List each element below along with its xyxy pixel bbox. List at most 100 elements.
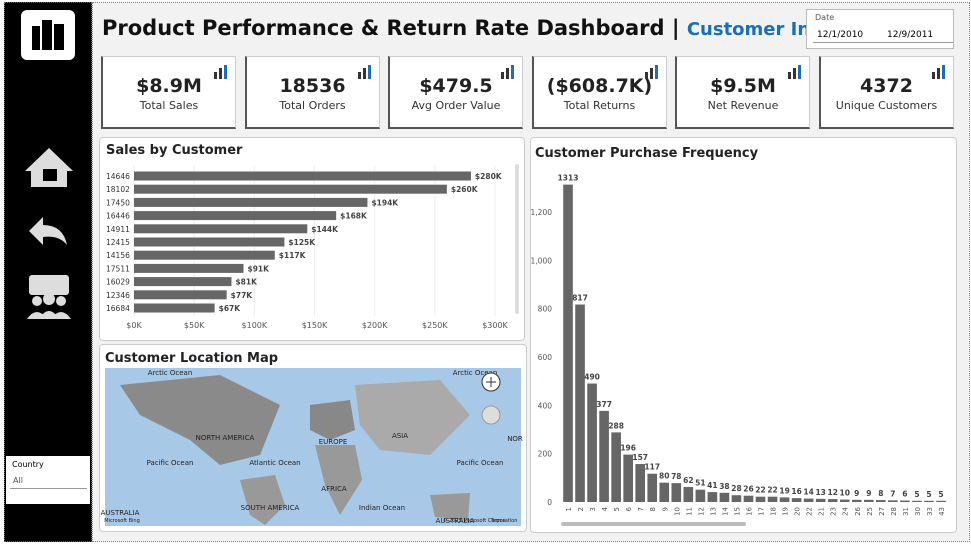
bar	[815, 498, 826, 502]
bar	[563, 184, 573, 502]
x-tick-label: 28	[890, 507, 898, 516]
map-label: AUSTRALIA	[101, 509, 140, 517]
y-tick-label: 18102	[106, 185, 130, 194]
date-end[interactable]: 12/9/2011	[883, 28, 953, 43]
x-tick-label: 20	[794, 507, 802, 516]
x-tick-label: 26	[854, 506, 862, 515]
bar	[695, 489, 706, 502]
map-label: NOR	[507, 435, 523, 443]
data-label: 22	[755, 486, 765, 495]
data-label: $194K	[371, 198, 399, 207]
bar	[611, 432, 621, 502]
chart-title: Customer Purchase Frequency	[535, 146, 759, 161]
data-label: $81K	[235, 278, 258, 287]
data-label: $91K	[248, 264, 271, 273]
data-label: 5	[938, 490, 943, 499]
bar	[912, 500, 922, 502]
header: Product Performance & Return Rate Dashbo…	[102, 16, 872, 40]
bar	[134, 237, 285, 247]
title: Product Performance & Return Rate Dashbo…	[102, 16, 665, 40]
data-label: 6	[902, 490, 907, 499]
bar	[779, 497, 790, 502]
bar	[731, 495, 742, 502]
kpi-icon	[788, 65, 801, 79]
frequency-panel: Customer Purchase Frequency 0 200 400 600 800…	[530, 137, 957, 533]
kpi-value: 4372	[860, 75, 913, 97]
bar	[876, 500, 886, 502]
x-tick-label: $250K	[422, 321, 448, 330]
y-tick-label: 1,000	[531, 256, 552, 265]
kpi-card: $479.5 Avg Order Value	[388, 56, 523, 129]
x-tick-label: 17	[758, 507, 766, 516]
data-label: 377	[596, 400, 612, 409]
data-label: $77K	[231, 291, 254, 300]
map-label: Indian Ocean	[359, 504, 405, 512]
x-tick-label: 10	[673, 507, 681, 516]
back-icon[interactable]	[29, 217, 67, 245]
data-label: 157	[632, 453, 648, 462]
bar	[743, 495, 754, 502]
sidebar	[4, 2, 92, 542]
date-slicer[interactable]: Date 12/1/2010 12/9/2011	[806, 9, 954, 49]
x-tick-label: 27	[878, 507, 886, 516]
map-title: Customer Location Map	[105, 351, 278, 366]
bar	[134, 197, 368, 207]
landmass	[120, 375, 280, 465]
map-label: Pacific Ocean	[147, 459, 194, 467]
slicer-value[interactable]: All	[10, 476, 87, 489]
data-label: 117	[644, 463, 660, 472]
data-label: 26	[743, 485, 753, 494]
bar	[671, 483, 682, 502]
bar	[134, 171, 471, 181]
x-tick-label: 4	[601, 506, 609, 511]
bar	[719, 492, 730, 502]
bar	[575, 304, 585, 502]
landmass	[315, 445, 362, 515]
bar	[134, 303, 215, 313]
kpi-label: Net Revenue	[707, 99, 779, 112]
x-tick-label: 3	[589, 507, 597, 511]
bar	[863, 499, 874, 502]
map-label: SOUTH AMERICA	[241, 504, 300, 512]
landmass	[430, 493, 470, 520]
landmass	[240, 475, 285, 525]
bar	[924, 500, 934, 502]
x-tick-label: $150K	[302, 321, 328, 330]
x-tick-label: 7	[637, 507, 645, 511]
bar	[587, 383, 597, 502]
zoom-out[interactable]	[481, 405, 501, 425]
bar	[623, 454, 633, 502]
zoom-in-glyph	[486, 377, 496, 387]
data-label: 80	[659, 472, 669, 481]
data-label: 817	[572, 294, 588, 303]
map-label: EUROPE	[319, 438, 348, 446]
bar	[707, 492, 718, 502]
x-tick-label: 21	[818, 507, 826, 516]
data-label: 5	[926, 490, 931, 499]
data-label: 196	[620, 444, 636, 453]
x-tick-label: 5	[613, 507, 621, 511]
bar	[134, 184, 447, 194]
kpi-card: $8.9M Total Sales	[101, 56, 236, 129]
y-tick-label: 16684	[106, 304, 130, 313]
bar	[851, 499, 862, 502]
country-slicer[interactable]: Country All	[6, 456, 90, 504]
map-label: © 2025 Microsoft Corporation	[443, 517, 518, 524]
x-tick-label: 25	[866, 507, 874, 516]
bar	[827, 499, 838, 502]
bar	[936, 500, 946, 502]
map-label: Arctic Ocean	[453, 369, 498, 377]
bar	[683, 487, 694, 502]
people-icon[interactable]	[29, 275, 69, 295]
y-tick-label: 1,200	[531, 208, 552, 217]
x-tick-label: 15	[733, 507, 741, 516]
date-label: Date	[815, 13, 835, 22]
home-icon[interactable]	[25, 148, 73, 187]
date-start[interactable]: 12/1/2010	[813, 28, 883, 43]
kpi-icon	[357, 65, 371, 79]
x-tick-label: 22	[806, 507, 814, 516]
chart: Sales by Customer $0K $50K $100K $150K $200K $…	[106, 143, 519, 330]
x-tick-label: 33	[926, 507, 934, 516]
y-tick-label: 400	[538, 401, 553, 410]
kpi-label: Unique Customers	[835, 99, 938, 112]
